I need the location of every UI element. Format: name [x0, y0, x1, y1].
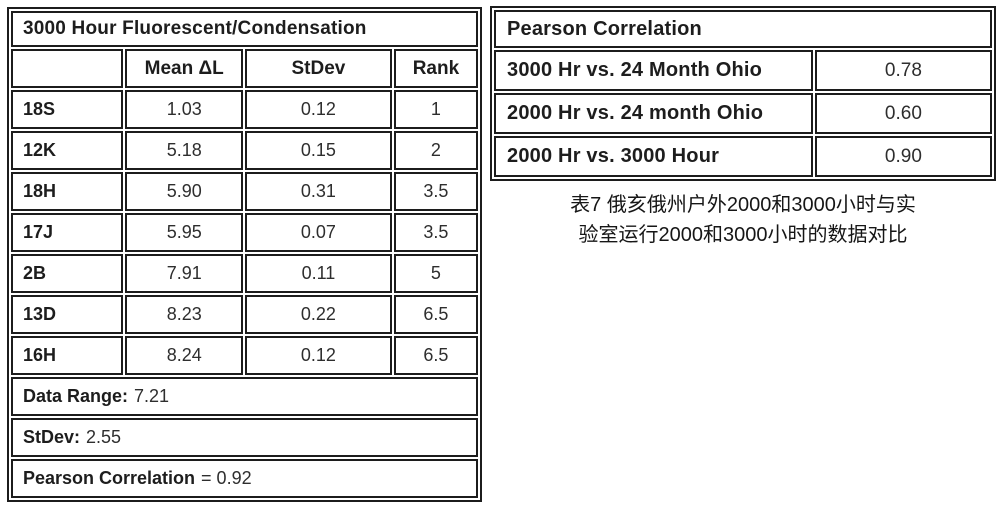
row-label: 2B [11, 254, 124, 293]
rank-value: 5 [393, 254, 478, 293]
stdev-value: 0.31 [244, 172, 392, 211]
table6-title-row: 3000 Hour Fluorescent/Condensation [11, 11, 478, 47]
table6-caption: 表6 运行3000小时光照/冷凝的数据 [7, 508, 482, 513]
rank-value: 3.5 [393, 172, 478, 211]
stdev-value: 0.07 [244, 213, 392, 252]
table-row: 2B 7.91 0.11 5 [11, 254, 478, 293]
stdev-value: 0.22 [244, 295, 392, 334]
rank-value: 6.5 [393, 336, 478, 375]
table-row: 2000 Hr vs. 3000 Hour 0.90 [494, 136, 992, 177]
table7-title-row: Pearson Correlation [494, 10, 992, 48]
rank-value: 6.5 [393, 295, 478, 334]
table-row: 17J 5.95 0.07 3.5 [11, 213, 478, 252]
rank-value: 3.5 [393, 213, 478, 252]
row-label: 18H [11, 172, 124, 211]
mean-value: 7.91 [125, 254, 243, 293]
table-row: 2000 Hr vs. 24 month Ohio 0.60 [494, 93, 992, 134]
pearson-label: Pearson Correlation [23, 468, 196, 488]
table-row: 16H 8.24 0.12 6.5 [11, 336, 478, 375]
row-label: 17J [11, 213, 124, 252]
table7-pearson-correlation: Pearson Correlation 3000 Hr vs. 24 Month… [490, 6, 996, 181]
table6-col-header-stdev: StDev [244, 49, 392, 88]
row-label: 18S [11, 90, 124, 129]
comparison-label: 3000 Hr vs. 24 Month Ohio [494, 50, 813, 91]
table7-title: Pearson Correlation [494, 10, 992, 48]
correlation-value: 0.90 [814, 136, 992, 177]
table6-title: 3000 Hour Fluorescent/Condensation [11, 11, 478, 47]
footer-row-data-range: Data Range: 7.21 [11, 377, 478, 416]
data-range-label: Data Range: [23, 386, 129, 406]
stdev-summary-label: StDev: [23, 427, 81, 447]
stdev-value: 0.11 [244, 254, 392, 293]
comparison-label: 2000 Hr vs. 24 month Ohio [494, 93, 813, 134]
rank-value: 2 [393, 131, 478, 170]
table-row: 13D 8.23 0.22 6.5 [11, 295, 478, 334]
row-label: 12K [11, 131, 124, 170]
stdev-summary-value: 2.55 [86, 427, 122, 447]
table7-caption-line1: 表7 俄亥俄州户外2000和3000小时与实 [570, 194, 916, 216]
table-row: 18H 5.90 0.31 3.5 [11, 172, 478, 211]
correlation-value: 0.78 [814, 50, 992, 91]
stdev-value: 0.15 [244, 131, 392, 170]
table7-container: Pearson Correlation 3000 Hr vs. 24 Month… [490, 6, 996, 250]
table-row: 18S 1.03 0.12 1 [11, 90, 478, 129]
footer-row-stdev: StDev: 2.55 [11, 418, 478, 457]
stdev-value: 0.12 [244, 90, 392, 129]
footer-row-pearson: Pearson Correlation = 0.92 [11, 459, 478, 498]
table-row: 3000 Hr vs. 24 Month Ohio 0.78 [494, 50, 992, 91]
mean-value: 8.23 [125, 295, 243, 334]
row-label: 16H [11, 336, 124, 375]
mean-value: 5.18 [125, 131, 243, 170]
stdev-value: 0.12 [244, 336, 392, 375]
mean-value: 5.95 [125, 213, 243, 252]
table6-fluorescent-condensation: 3000 Hour Fluorescent/Condensation Mean … [7, 7, 482, 502]
table7-caption: 表7 俄亥俄州户外2000和3000小时与实 验室运行2000和3000小时的数… [490, 190, 996, 250]
comparison-label: 2000 Hr vs. 3000 Hour [494, 136, 813, 177]
table6-container: 3000 Hour Fluorescent/Condensation Mean … [7, 7, 482, 513]
mean-value: 5.90 [125, 172, 243, 211]
mean-value: 1.03 [125, 90, 243, 129]
table-row: 12K 5.18 0.15 2 [11, 131, 478, 170]
correlation-value: 0.60 [814, 93, 992, 134]
rank-value: 1 [393, 90, 478, 129]
pearson-value: = 0.92 [201, 468, 252, 488]
table6-col-header-rank: Rank [393, 49, 478, 88]
table6-col-header-empty [11, 49, 124, 88]
table6-header-row: Mean ΔL StDev Rank [11, 49, 478, 88]
row-label: 13D [11, 295, 124, 334]
table6-col-header-mean-dl: Mean ΔL [125, 49, 243, 88]
data-range-value: 7.21 [134, 386, 170, 406]
table7-caption-line2: 验室运行2000和3000小时的数据对比 [578, 224, 908, 246]
mean-value: 8.24 [125, 336, 243, 375]
